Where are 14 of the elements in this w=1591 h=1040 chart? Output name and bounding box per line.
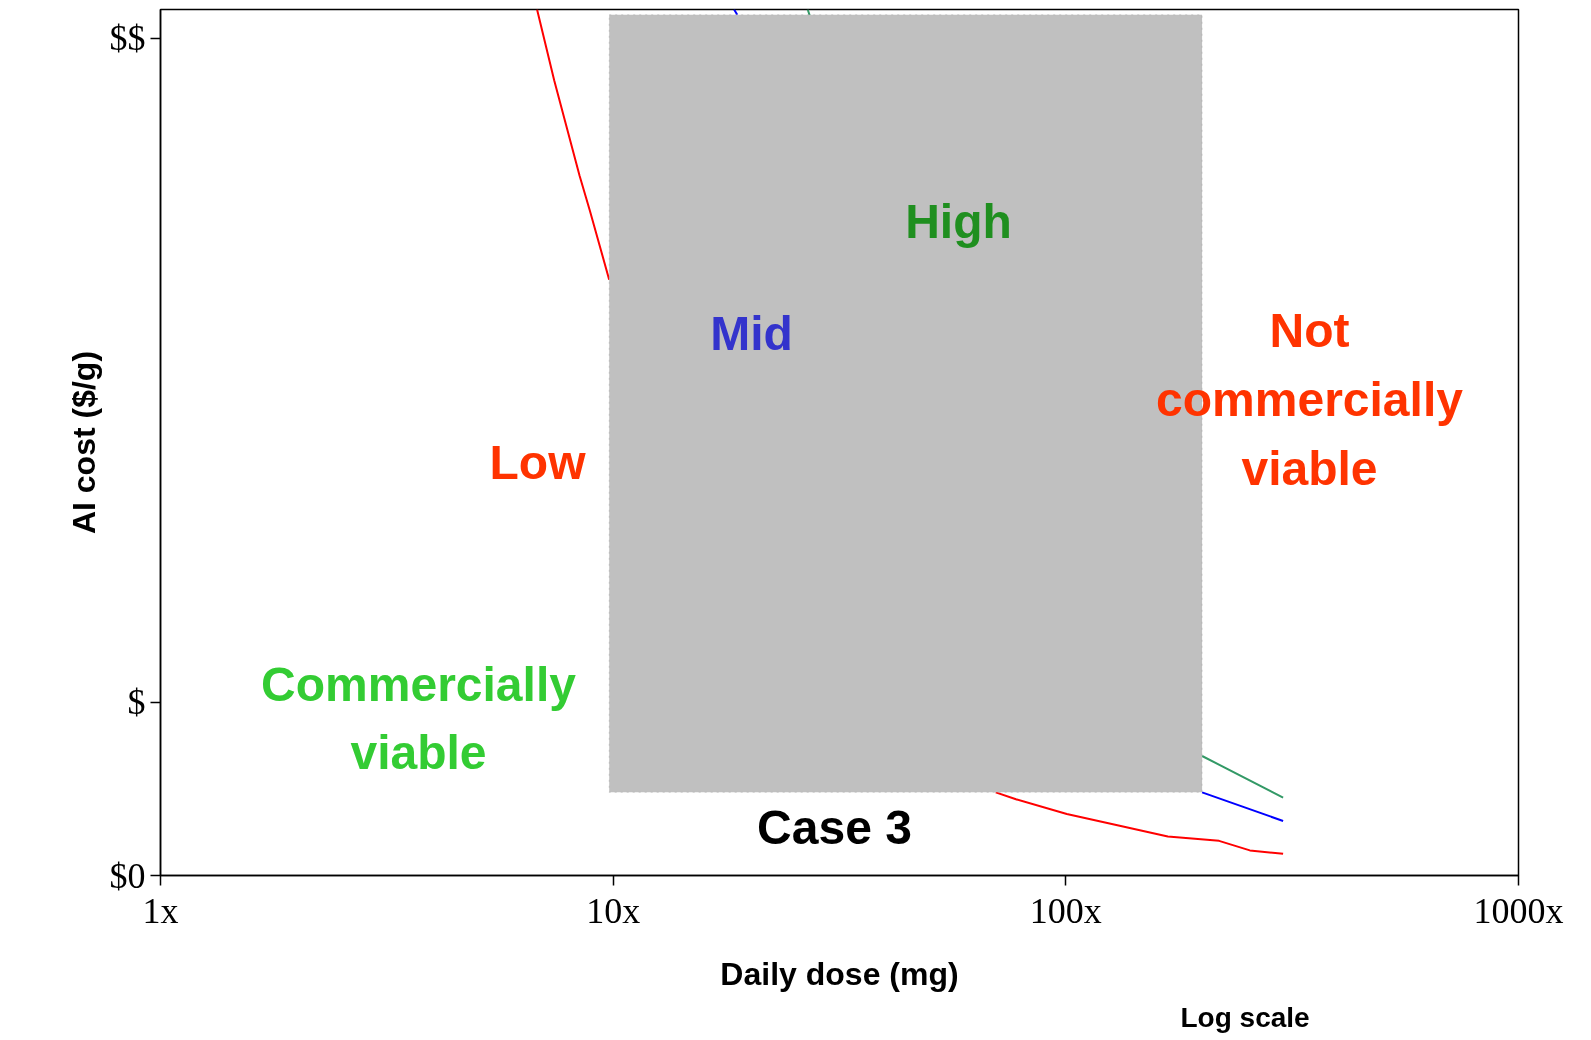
annotation: Commercially viable bbox=[261, 657, 577, 780]
y-axis-title: AI cost ($/g) bbox=[65, 350, 102, 535]
annotation: Case 3 bbox=[757, 801, 912, 854]
annotation: High bbox=[905, 195, 1012, 248]
x-tick-label: 100x bbox=[1029, 890, 1102, 931]
text: $ bbox=[127, 682, 146, 723]
x-tick-label: 10x bbox=[586, 890, 641, 931]
x-tick-label: 1000x bbox=[1473, 890, 1564, 931]
annotation: Not commercially viable bbox=[1156, 304, 1464, 495]
annotation: Mid bbox=[710, 307, 793, 360]
text: $$ bbox=[109, 18, 146, 59]
x-axis-title: Daily dose (mg) bbox=[720, 955, 959, 992]
text: Log scale bbox=[1180, 1001, 1310, 1033]
annotation: Low bbox=[489, 436, 587, 489]
